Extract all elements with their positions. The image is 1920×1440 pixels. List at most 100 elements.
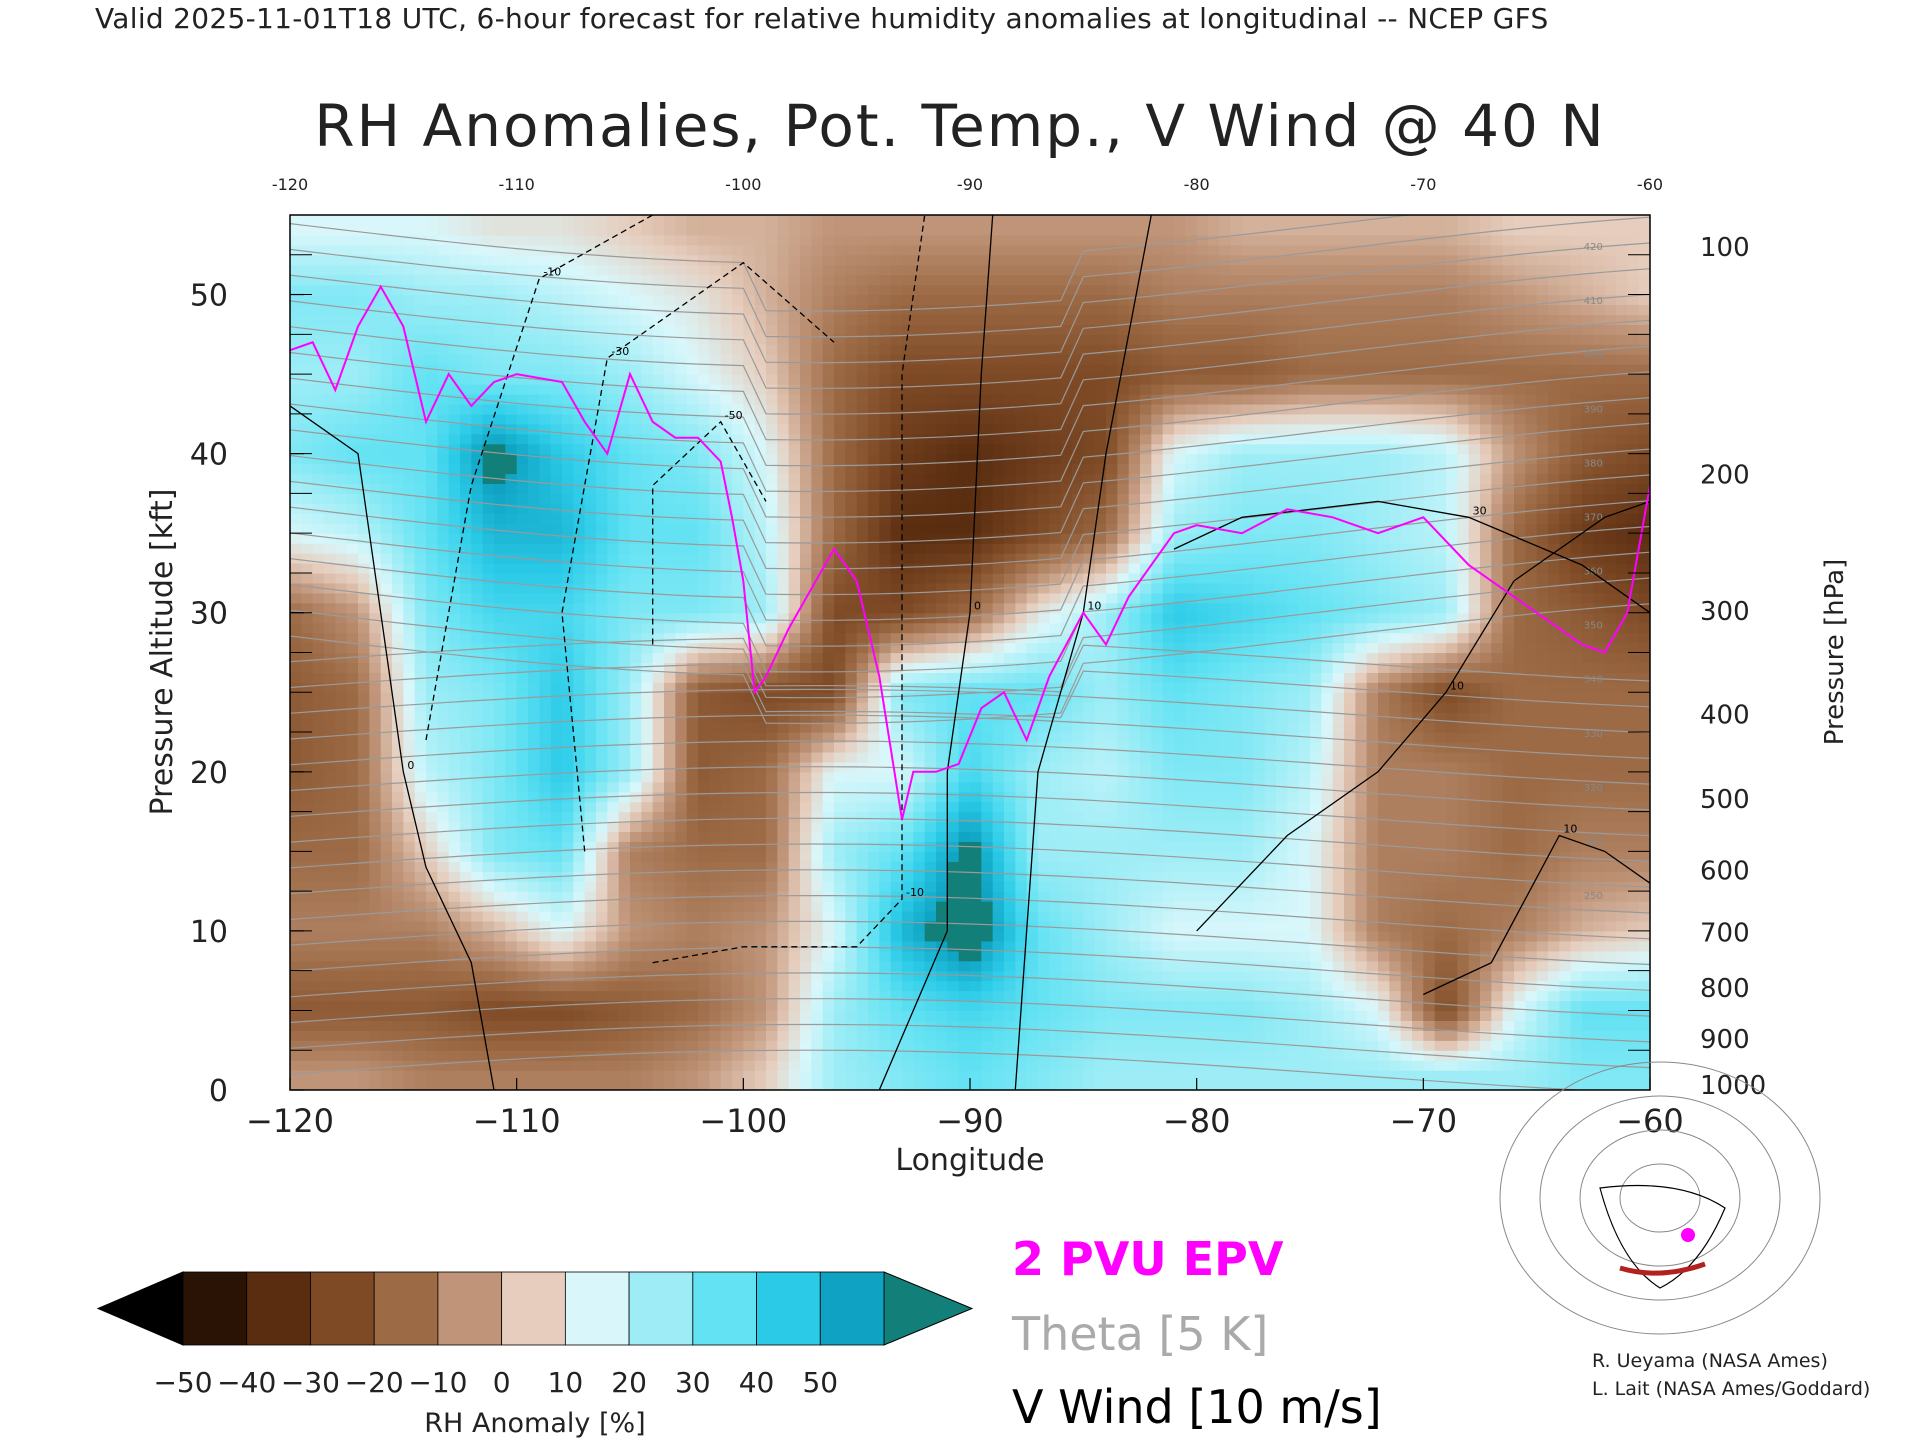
heatmap-cell <box>1083 751 1096 763</box>
heatmap-cell <box>596 811 608 823</box>
heatmap-cell <box>1412 940 1424 952</box>
heatmap-cell <box>596 741 608 753</box>
heatmap-cell <box>1072 1080 1084 1090</box>
heatmap-cell <box>460 1060 472 1071</box>
heatmap-cell <box>777 990 790 1002</box>
heatmap-cell <box>358 771 370 783</box>
heatmap-cell <box>1366 841 1379 852</box>
heatmap-cell <box>641 682 654 693</box>
heatmap-cell <box>460 1000 472 1012</box>
heatmap-cell <box>811 920 824 932</box>
heatmap-cell <box>754 672 767 683</box>
heatmap-cell <box>1106 1000 1118 1012</box>
heatmap-cell <box>709 950 722 962</box>
heatmap-cell <box>709 1030 722 1041</box>
heatmap-cell <box>1196 911 1209 922</box>
heatmap-cell <box>1536 712 1549 723</box>
heatmap-cell <box>1321 1080 1334 1090</box>
heatmap-cell <box>868 722 880 733</box>
heatmap-cell <box>584 751 597 763</box>
heatmap-cell <box>539 861 552 872</box>
heatmap-cell <box>641 881 654 892</box>
heatmap-cell <box>346 722 359 733</box>
heatmap-cell <box>1468 741 1481 753</box>
heatmap-cell <box>550 801 563 813</box>
heatmap-cell <box>1514 761 1526 773</box>
heatmap-cell <box>426 881 438 892</box>
heatmap-cell <box>426 891 438 902</box>
heatmap-cell <box>675 920 688 932</box>
heatmap-cell <box>879 851 892 862</box>
heatmap-cell <box>392 761 404 773</box>
heatmap-cell <box>890 672 903 683</box>
heatmap-cell <box>1128 751 1141 763</box>
heatmap-cell <box>1026 1000 1039 1012</box>
heatmap-cell <box>868 920 880 932</box>
heatmap-cell <box>1253 1080 1266 1090</box>
heatmap-cell <box>641 791 654 803</box>
heatmap-cell <box>1616 722 1628 733</box>
heatmap-cell <box>1593 791 1606 803</box>
heatmap-cell <box>958 692 971 703</box>
heatmap-cell <box>1400 861 1413 872</box>
heatmap-cell <box>1332 940 1345 952</box>
heatmap-cell <box>800 712 812 723</box>
heatmap-cell <box>1525 891 1538 902</box>
heatmap-cell <box>482 692 495 703</box>
heatmap-cell <box>1638 1020 1650 1031</box>
heatmap-cell <box>1593 1040 1606 1051</box>
heatmap-cell <box>618 1080 631 1090</box>
heatmap-cell <box>856 801 869 813</box>
heatmap-cell <box>992 682 1005 693</box>
heatmap-cell <box>890 732 903 743</box>
heatmap-cell <box>1468 751 1481 763</box>
heatmap-cell <box>868 682 880 693</box>
heatmap-cell <box>1208 950 1220 962</box>
heatmap-cell <box>358 781 370 793</box>
heatmap-cell <box>426 851 438 862</box>
heatmap-cell <box>822 682 835 693</box>
heatmap-cell <box>471 732 484 743</box>
heatmap-cell <box>981 1060 994 1071</box>
heatmap-cell <box>1253 751 1266 763</box>
heatmap-cell <box>856 920 869 932</box>
heatmap-cell <box>596 722 608 733</box>
heatmap-cell <box>482 732 495 743</box>
heatmap-cell <box>834 1030 846 1041</box>
heatmap-cell <box>562 1050 574 1061</box>
heatmap-cell <box>1106 851 1118 862</box>
heatmap-cell <box>312 682 325 693</box>
heatmap-cell <box>584 741 597 753</box>
heatmap-cell <box>1400 920 1413 932</box>
heatmap-cell <box>1344 821 1356 833</box>
heatmap-cell <box>573 871 586 882</box>
heatmap-cell <box>686 1010 699 1021</box>
heatmap-cell <box>403 1070 416 1081</box>
heatmap-cell <box>652 1030 665 1041</box>
heatmap-cell <box>1230 811 1243 823</box>
heatmap-cell <box>460 811 472 823</box>
heatmap-cell <box>1514 692 1526 703</box>
heatmap-cell <box>584 891 597 902</box>
heatmap-cell <box>1616 871 1628 882</box>
heatmap-cell <box>1287 990 1300 1002</box>
heatmap-cell <box>1344 841 1356 852</box>
heatmap-cell <box>1106 732 1118 743</box>
heatmap-cell <box>1638 980 1650 992</box>
heatmap-cell <box>664 692 676 703</box>
heatmap-cell <box>788 712 801 723</box>
heatmap-cell <box>471 1040 484 1051</box>
heatmap-cell <box>1468 781 1481 793</box>
heatmap-cell <box>1219 940 1232 952</box>
heatmap-cell <box>845 841 858 852</box>
heatmap-cell <box>743 1040 756 1051</box>
heatmap-cell <box>902 901 914 912</box>
heatmap-cell <box>471 741 484 753</box>
heatmap-cell <box>471 881 484 892</box>
heatmap-cell <box>709 741 722 753</box>
heatmap-cell <box>290 672 302 683</box>
heatmap-cell <box>1162 1060 1175 1071</box>
heatmap-cell <box>709 1010 722 1021</box>
heatmap-cell <box>1468 1030 1481 1041</box>
heatmap-cell <box>414 990 427 1002</box>
